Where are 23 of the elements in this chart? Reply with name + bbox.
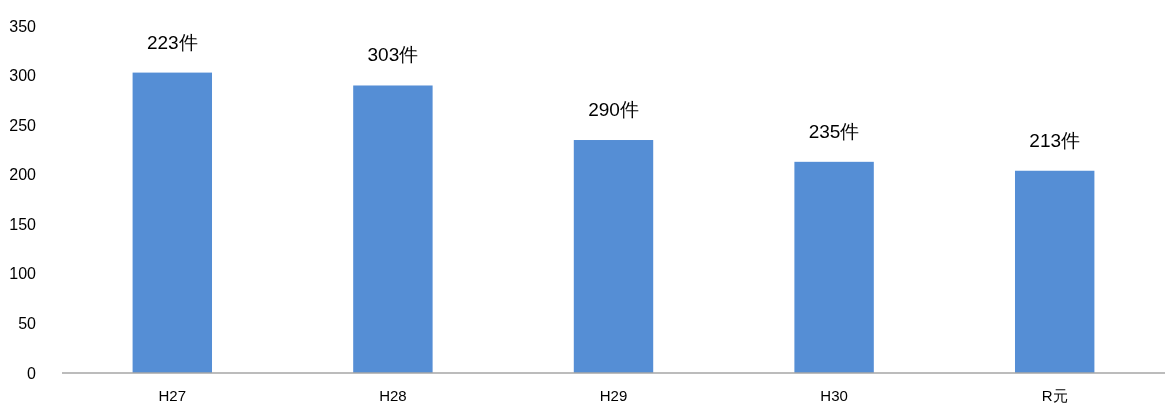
y-tick-label: 200	[9, 166, 37, 184]
annotation: 235件	[808, 120, 860, 142]
annotation: 213件	[1029, 129, 1081, 151]
y-tick-label: 50	[18, 315, 37, 333]
annotation: 303件	[367, 44, 419, 66]
x-tick-label: H29	[599, 387, 628, 404]
x-tick-label: H27	[158, 387, 187, 404]
y-tick-label: 250	[9, 116, 37, 134]
bar	[353, 85, 433, 373]
bar	[1014, 170, 1095, 373]
annotation: 223件	[146, 31, 198, 53]
x-tick-label: H28	[379, 387, 407, 404]
y-tick-label: 300	[9, 67, 37, 85]
y-tick-label: 350	[9, 17, 37, 35]
y-tick-label: 150	[9, 215, 37, 233]
annotation: 290件	[588, 99, 639, 121]
x-tick-label: H30	[820, 387, 848, 404]
y-tick-label: 100	[9, 265, 37, 283]
y-tick-label: 0	[27, 364, 37, 382]
bar	[794, 161, 874, 373]
bar	[573, 140, 654, 373]
bar	[132, 72, 213, 373]
x-tick-label: R元	[1041, 387, 1068, 404]
